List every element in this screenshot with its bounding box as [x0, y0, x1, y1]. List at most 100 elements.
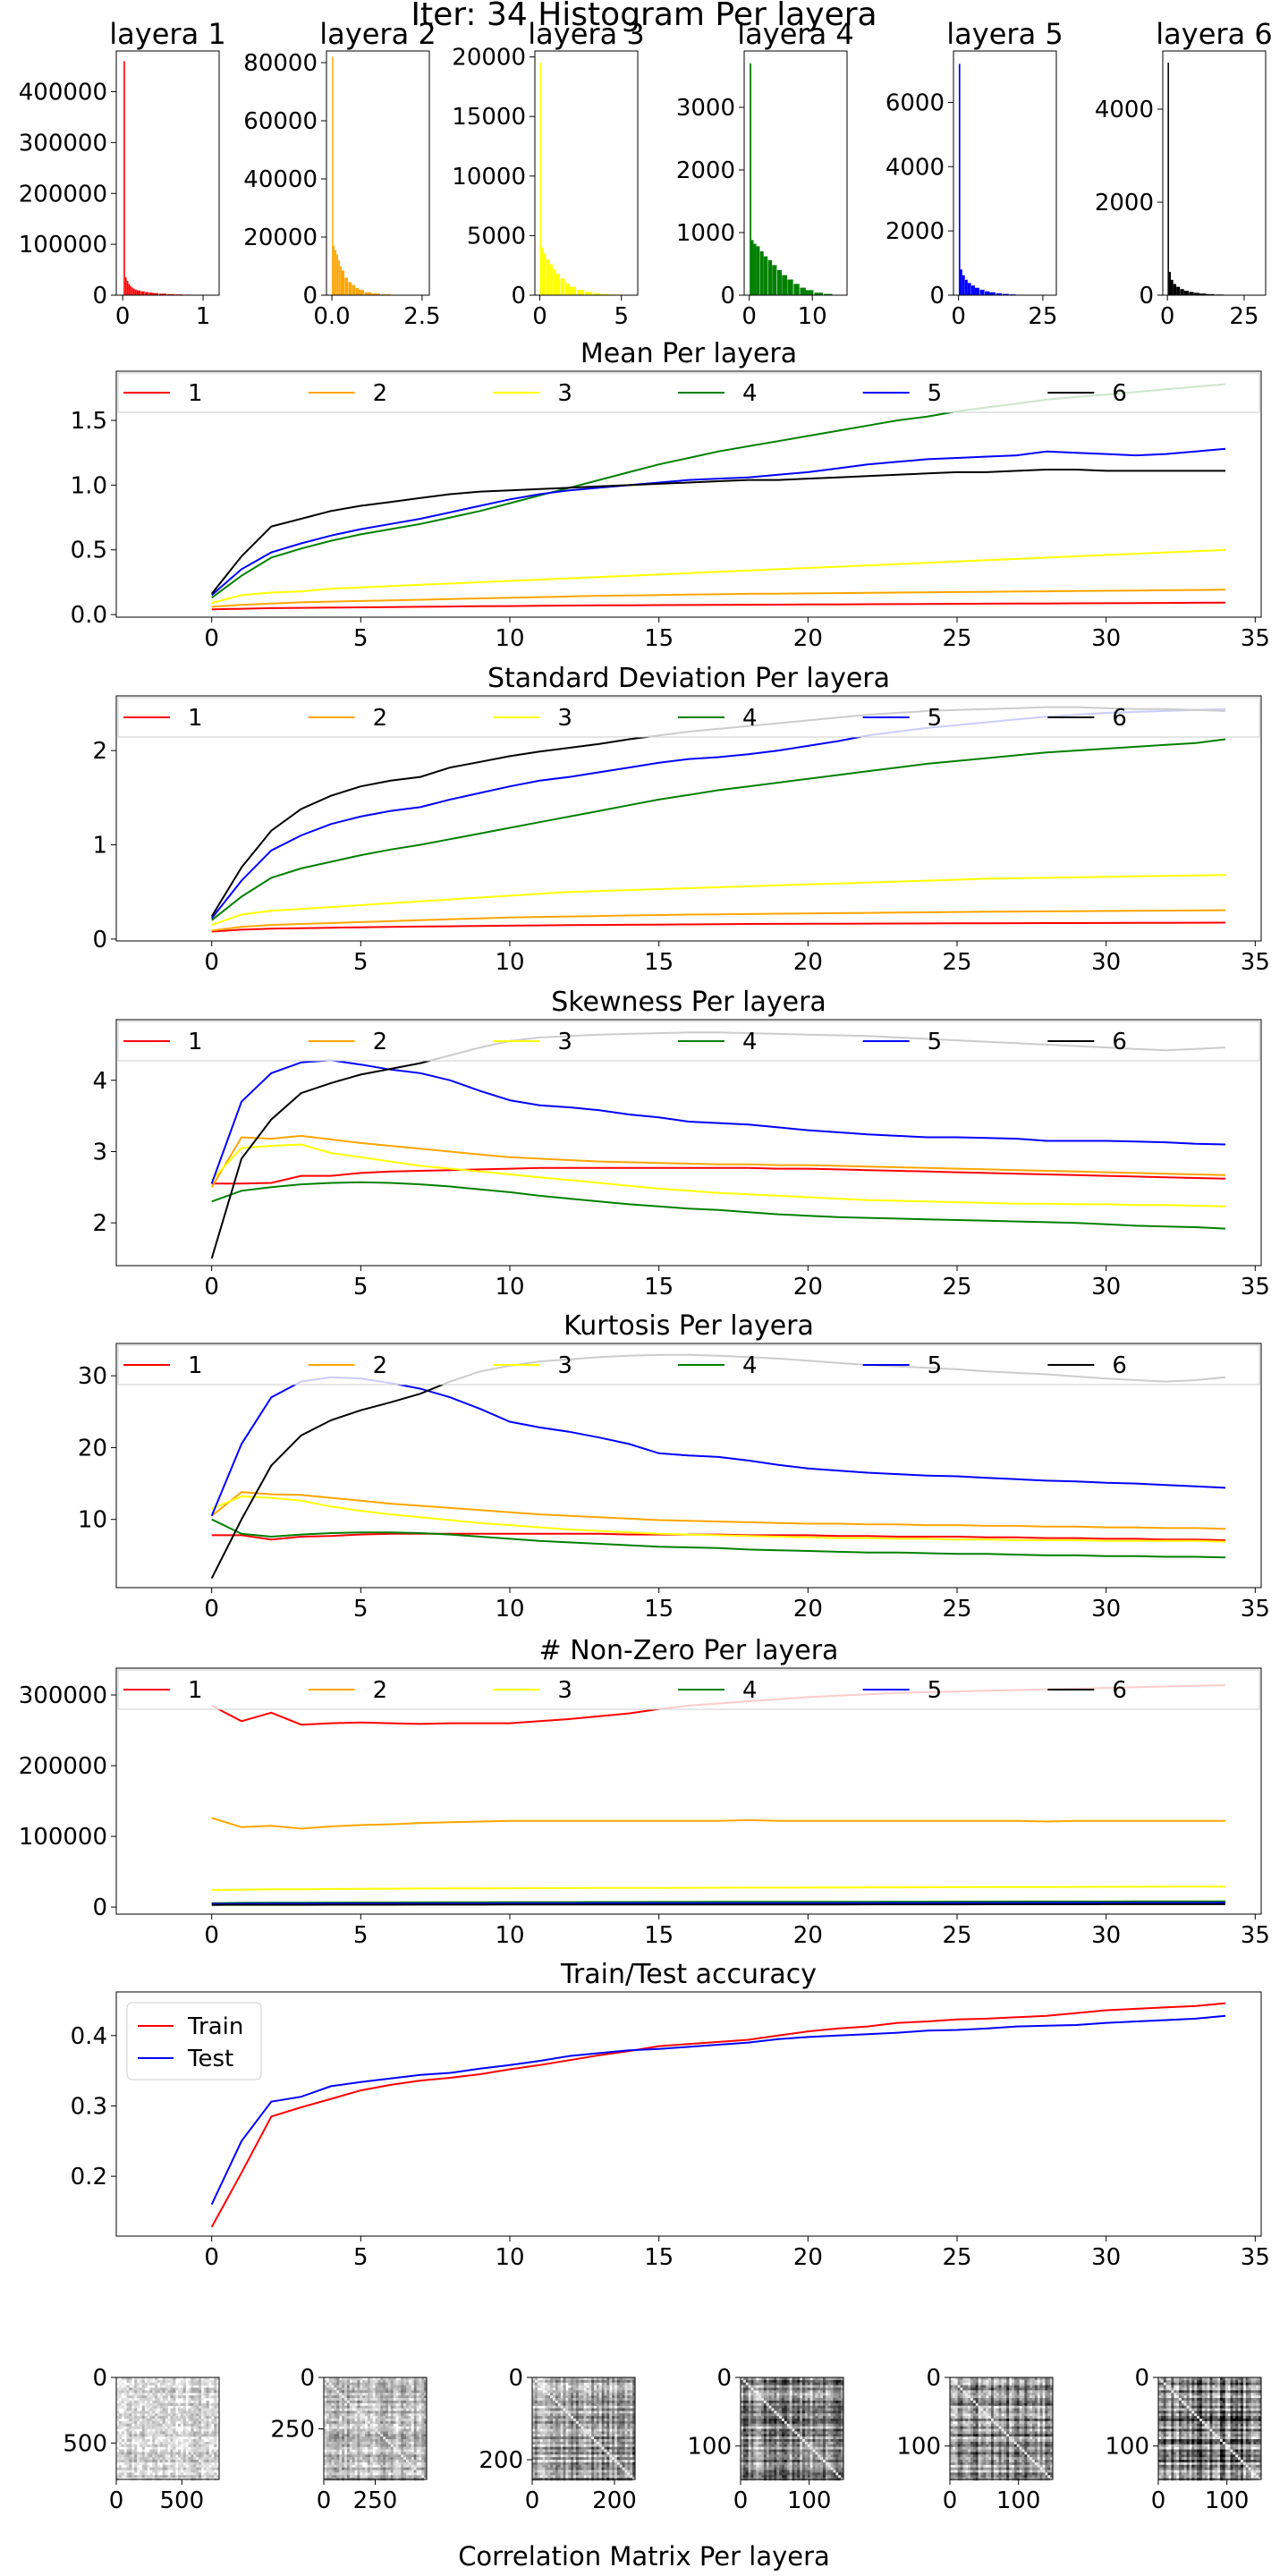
matrix-cell — [377, 2446, 381, 2450]
matrix-cell — [118, 2426, 123, 2429]
matrix-cell — [553, 2423, 556, 2427]
matrix-cell — [609, 2402, 613, 2406]
matrix-cell — [390, 2439, 394, 2443]
matrix-cell — [211, 2434, 215, 2437]
matrix-cell — [601, 2464, 605, 2468]
matrix-cell — [539, 2464, 543, 2468]
matrix-cell — [619, 2405, 623, 2409]
matrix-cell — [421, 2449, 425, 2453]
matrix-cell — [557, 2470, 561, 2473]
matrix-cell — [403, 2457, 407, 2461]
matrix-cell — [557, 2431, 561, 2435]
histogram-bar — [348, 282, 352, 295]
histogram-bar — [540, 247, 544, 295]
matrix-cell — [141, 2449, 145, 2453]
matrix-cell — [383, 2457, 386, 2461]
matrix-cell — [193, 2462, 197, 2466]
matrix-cell — [326, 2420, 330, 2425]
matrix-cell — [598, 2470, 602, 2473]
matrix-cell — [159, 2452, 164, 2455]
matrix-cell — [557, 2390, 561, 2394]
matrix-cell — [372, 2467, 376, 2470]
xtick-label: 5 — [353, 1596, 369, 1623]
matrix-cell — [360, 2454, 363, 2458]
matrix-cell — [214, 2467, 217, 2470]
matrix-cell — [578, 2457, 581, 2461]
matrix-cell — [586, 2444, 589, 2447]
matrix-cell — [155, 2462, 158, 2466]
matrix-cell — [413, 2441, 417, 2445]
matrix-cell — [419, 2420, 422, 2425]
matrix-cell — [565, 2419, 569, 2422]
matrix-cell — [170, 2436, 174, 2440]
matrix-cell — [622, 2472, 625, 2476]
matrix-cell — [372, 2426, 376, 2429]
matrix-cell — [539, 2400, 543, 2404]
matrix-cell — [401, 2393, 404, 2396]
matrix-cell — [141, 2416, 145, 2419]
matrix-cell — [833, 2385, 836, 2388]
matrix-cell — [346, 2379, 351, 2384]
matrix-cell — [118, 2416, 123, 2419]
matrix-cell — [390, 2444, 394, 2447]
matrix-cell — [630, 2431, 633, 2435]
matrix-cell — [149, 2382, 153, 2385]
matrix-cell — [609, 2398, 613, 2402]
matrix-cell — [598, 2393, 602, 2396]
matrix-cell — [545, 2405, 548, 2409]
matrix-cell — [357, 2457, 360, 2461]
matrix-cell — [206, 2434, 209, 2437]
matrix-cell — [575, 2400, 580, 2404]
matrix-cell — [116, 2472, 120, 2476]
matrix-cell — [545, 2377, 548, 2381]
matrix-cell — [627, 2460, 631, 2463]
matrix-cell — [589, 2431, 592, 2435]
matrix-cell — [182, 2431, 186, 2435]
matrix-cell — [560, 2441, 564, 2445]
histogram-bar — [338, 260, 341, 295]
matrix-cell — [199, 2436, 202, 2440]
matrix-cell — [753, 2379, 757, 2384]
matrix-cell — [147, 2439, 150, 2443]
matrix-cell — [794, 2385, 798, 2388]
matrix-cell — [411, 2419, 414, 2422]
matrix-cell — [614, 2457, 618, 2461]
matrix-cell — [573, 2457, 577, 2461]
matrix-cell — [147, 2408, 150, 2411]
matrix-cell — [360, 2393, 363, 2396]
matrix-cell — [624, 2441, 628, 2445]
matrix-cell — [804, 2377, 809, 2381]
histogram-bar — [979, 289, 985, 295]
matrix-cell — [416, 2436, 419, 2440]
matrix-cell — [616, 2470, 621, 2473]
matrix-cell — [328, 2379, 332, 2384]
histogram-bar — [814, 292, 824, 295]
matrix-cell — [152, 2436, 156, 2440]
matrix-cell — [411, 2431, 414, 2435]
matrix-cell — [575, 2434, 580, 2437]
matrix-cell — [369, 2385, 373, 2388]
matrix-cell — [539, 2390, 543, 2394]
matrix-cell — [134, 2454, 138, 2458]
matrix-cell — [786, 2387, 790, 2391]
matrix-cell — [165, 2454, 168, 2458]
matrix-cell — [586, 2449, 589, 2453]
xtick-label: 0 — [204, 1274, 219, 1301]
xtick-label: 25 — [942, 1274, 971, 1301]
matrix-cell — [596, 2441, 600, 2445]
matrix-cell — [354, 2449, 358, 2453]
matrix-cell — [387, 2454, 392, 2458]
matrix-cell — [800, 2385, 803, 2388]
matrix-cell — [632, 2379, 636, 2384]
matrix-cell — [622, 2423, 625, 2427]
matrix-cell — [211, 2395, 215, 2399]
matrix-cell — [534, 2462, 538, 2466]
matrix-cell — [159, 2460, 164, 2463]
matrix-cell — [380, 2402, 384, 2406]
xtick-label: 10 — [495, 1596, 524, 1623]
matrix-cell — [126, 2419, 130, 2422]
matrix-cell — [324, 2419, 327, 2422]
matrix-cell — [589, 2475, 592, 2479]
